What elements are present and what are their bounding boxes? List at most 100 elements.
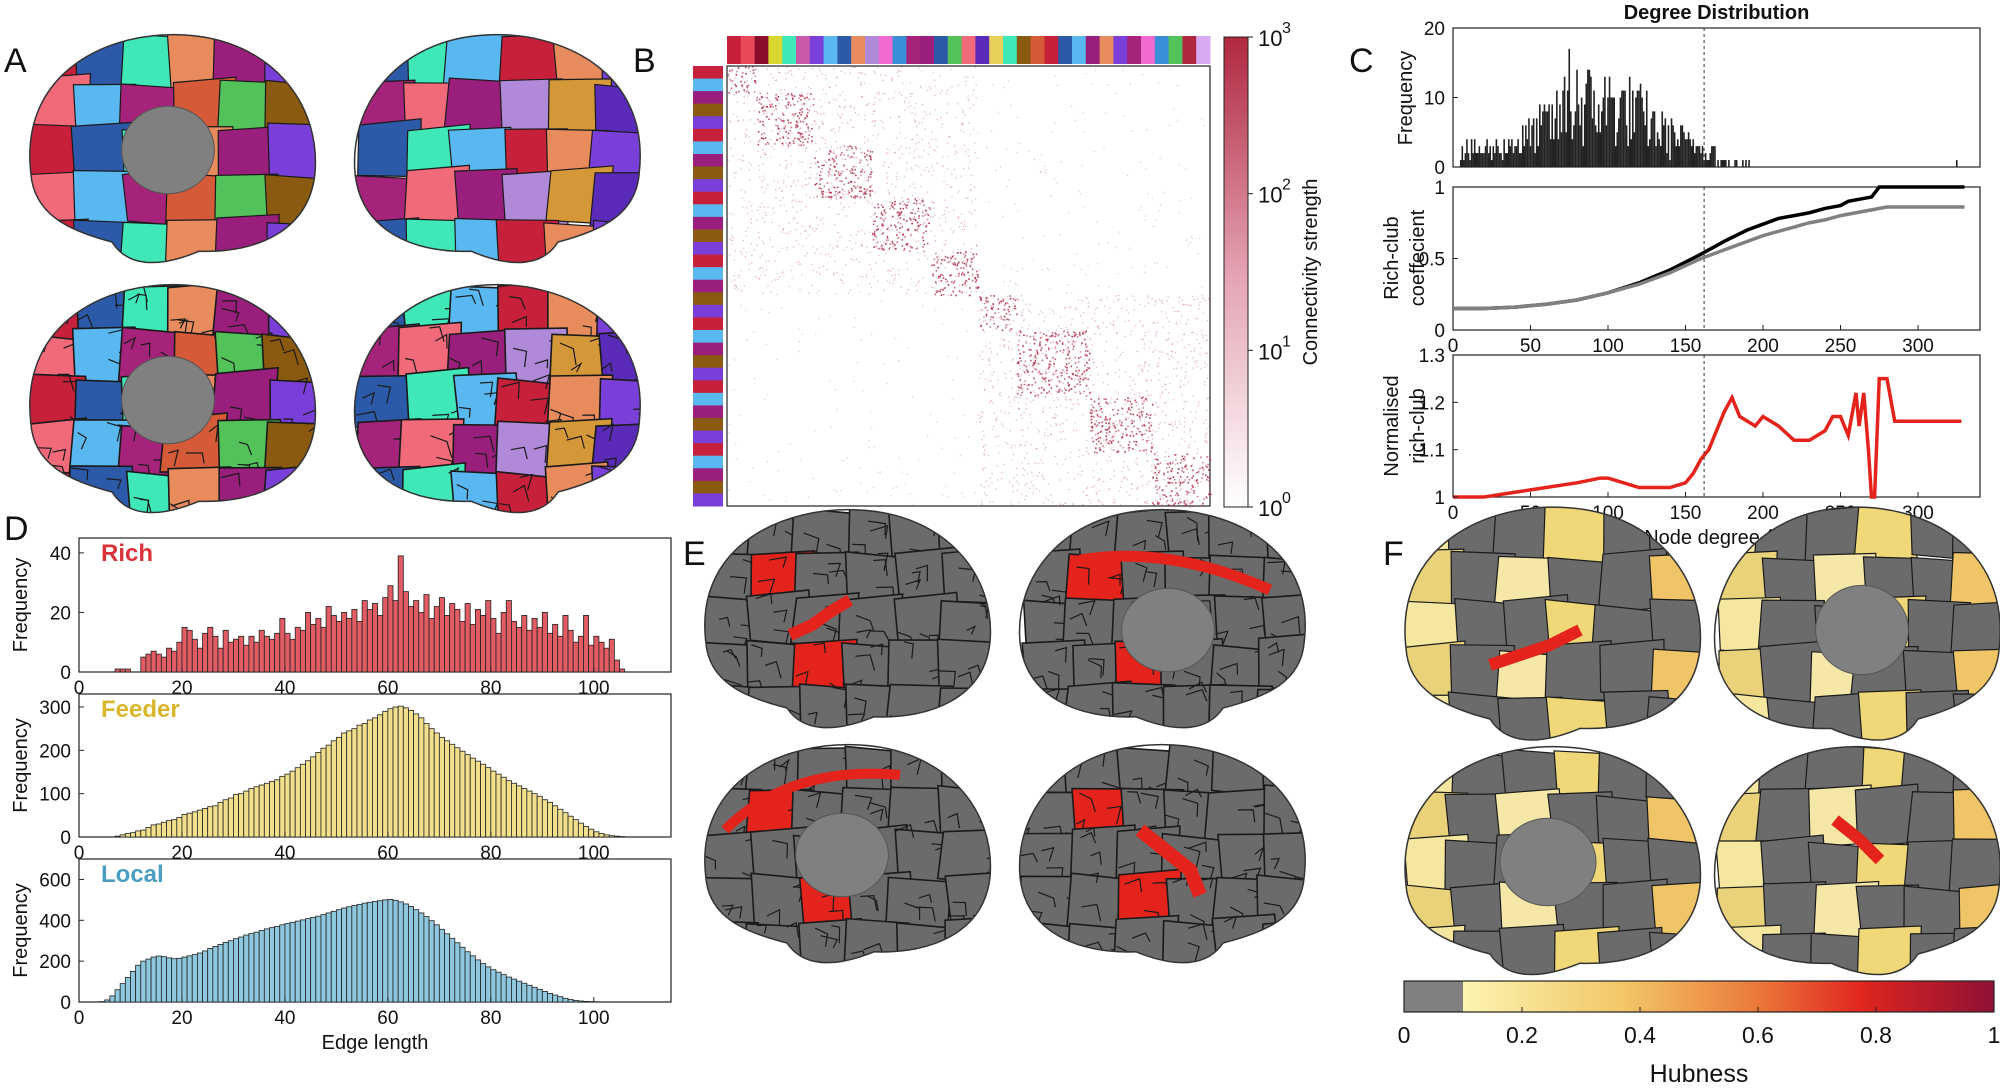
brain-a4-subparcel	[610, 480, 624, 498]
matrix-cell	[1038, 370, 1041, 373]
matrix-cell-sparse	[1154, 304, 1156, 306]
matrix-cell	[835, 157, 837, 159]
matrix-cell-sparse	[882, 121, 884, 123]
matrix-cell-sparse	[917, 230, 919, 233]
matrix-cell	[839, 180, 842, 182]
matrix-cell-sparse	[866, 104, 868, 106]
matrix-cell-sparse	[1147, 394, 1150, 396]
matrix-cell-sparse	[740, 81, 742, 83]
matrix-cell-offdiag	[1129, 82, 1132, 85]
matrix-cell-offdiag	[1146, 460, 1148, 462]
hist-bar	[490, 618, 497, 673]
matrix-cell-sparse	[1082, 376, 1085, 378]
matrix-cell	[1045, 354, 1048, 357]
matrix-cell-sparse	[849, 289, 851, 291]
matrix-cell-sparse	[841, 122, 843, 124]
matrix-cell-sparse	[1193, 505, 1196, 507]
matrix-cell	[813, 98, 815, 100]
matrix-cell	[854, 195, 857, 197]
matrix-cell-sparse	[787, 146, 789, 149]
matrix-cell-offdiag	[1022, 319, 1024, 322]
matrix-cell-offdiag	[866, 491, 868, 494]
matrix-cell-sparse	[909, 185, 911, 187]
matrix-cell-offdiag	[925, 114, 927, 116]
matrix-cell	[1061, 343, 1064, 345]
matrix-cell-sparse	[938, 217, 941, 219]
matrix-cell	[873, 246, 875, 248]
brain-e2-subparcel	[1310, 540, 1327, 557]
matrix-cell-offdiag	[1188, 304, 1190, 307]
brain-e1-subparcel	[870, 524, 889, 540]
brain-a3-subparcel	[140, 342, 151, 357]
brain-e1-subparcel	[773, 609, 788, 623]
matrix-cell-sparse	[1150, 379, 1152, 381]
matrix-cell-sparse	[1078, 473, 1080, 475]
matrix-cell	[1012, 298, 1015, 300]
matrix-cell-offdiag	[867, 446, 870, 449]
matrix-cell	[779, 137, 781, 140]
matrix-cell-sparse	[1100, 298, 1102, 301]
matrix-cell-sparse	[934, 214, 936, 217]
matrix-cell	[784, 105, 787, 107]
hist-bar	[438, 736, 445, 838]
brain-e1-subparcel	[854, 697, 867, 714]
matrix-cell-sparse	[1128, 494, 1131, 496]
degree-bar	[1528, 118, 1530, 167]
matrix-cell-sparse	[873, 275, 875, 278]
matrix-cell	[1049, 360, 1051, 362]
matrix-cell-offdiag	[1158, 210, 1160, 212]
matrix-cell	[940, 273, 942, 276]
matrix-cell	[1161, 489, 1164, 492]
matrix-cell-offdiag	[941, 127, 943, 129]
matrix-cell-offdiag	[1144, 219, 1147, 221]
matrix-cell-sparse	[1177, 361, 1179, 363]
matrix-cell-sparse	[1113, 427, 1115, 429]
matrix-cell-offdiag	[1134, 448, 1136, 451]
matrix-cell	[787, 101, 790, 104]
matrix-cell-sparse	[1085, 439, 1088, 442]
hist-bar	[536, 795, 543, 838]
matrix-cell	[1154, 471, 1156, 474]
matrix-cell-sparse	[729, 239, 732, 241]
matrix-cell-sparse	[1135, 461, 1137, 464]
matrix-cell	[1074, 356, 1077, 359]
matrix-cell-sparse	[746, 80, 748, 82]
matrix-cell	[1183, 504, 1186, 507]
matrix-cell-offdiag	[926, 212, 928, 214]
matrix-cell-sparse	[840, 279, 842, 281]
matrix-cell-offdiag	[1178, 212, 1180, 214]
matrix-cell-sparse	[737, 120, 739, 122]
matrix-cell	[777, 132, 779, 135]
brain-a4-subparcel	[600, 362, 613, 372]
matrix-cell-sparse	[1137, 487, 1139, 489]
matrix-cell-sparse	[1037, 428, 1039, 431]
matrix-cell-sparse	[1000, 410, 1002, 412]
matrix-cell	[727, 73, 730, 76]
brain-e1-subparcel	[903, 641, 914, 659]
matrix-cell	[1090, 409, 1092, 411]
matrix-cell-sparse	[1134, 383, 1136, 385]
matrix-module-top	[1113, 36, 1128, 64]
matrix-cell-offdiag	[804, 171, 806, 173]
matrix-cell-sparse	[763, 178, 766, 180]
matrix-cell-sparse	[963, 284, 966, 286]
matrix-cell	[971, 279, 974, 282]
hist-bar	[150, 824, 157, 838]
matrix-cell	[814, 157, 816, 159]
brain-e2-subparcel	[1217, 541, 1234, 555]
degree-bar	[1463, 160, 1465, 167]
matrix-cell-sparse	[975, 97, 977, 99]
matrix-cell	[892, 242, 894, 245]
hist-bar	[480, 615, 487, 673]
matrix-cell-sparse	[854, 202, 856, 204]
matrix-cell-sparse	[1067, 347, 1069, 349]
matrix-cell-sparse	[1008, 481, 1011, 483]
matrix-cell-offdiag	[952, 379, 954, 381]
matrix-cell-sparse	[1207, 298, 1210, 300]
matrix-cell-offdiag	[860, 482, 862, 484]
matrix-cell	[1102, 450, 1105, 453]
matrix-cell-sparse	[811, 284, 813, 287]
brain-a4-subparcel	[570, 362, 583, 373]
matrix-cell-sparse	[1196, 359, 1198, 362]
matrix-cell	[1147, 414, 1150, 417]
